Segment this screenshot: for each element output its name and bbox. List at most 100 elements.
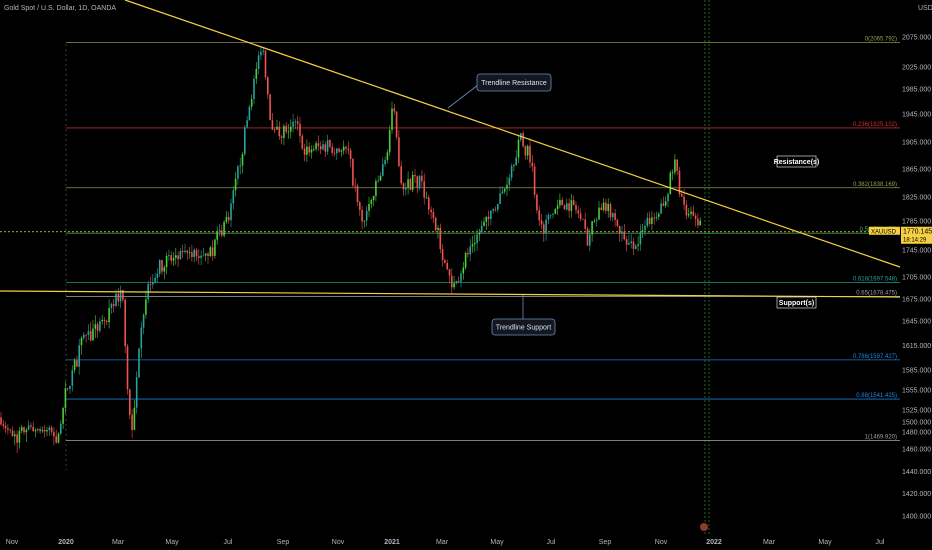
candle-body [411,174,414,190]
candle-body [41,430,44,432]
y-tick-label: 1865.000 [902,167,931,174]
resistance-tag: Resistance(s) [774,155,820,168]
candle-body [683,196,685,205]
candle-body [471,244,474,247]
candle-body [628,243,630,245]
candle-body [579,213,582,219]
candle-body [283,125,285,138]
candle-body [437,227,439,231]
candle-body [9,429,11,431]
candle-body [124,299,126,347]
candle-body [2,424,5,426]
candle-body [172,257,175,261]
fibonacci-retracement: 0(2065.792) 0.236(1925.102) 0.382(1838.169… [0,37,900,441]
x-tick-label: May [165,539,179,546]
candle-body [377,180,379,182]
candle-body [280,136,283,138]
candle-body [267,77,269,95]
candle-body [405,187,407,190]
candle-body [218,230,221,232]
x-tick-label: Jul [224,539,233,546]
candle-body [16,434,18,443]
candle-body [342,146,345,151]
candle-body [469,246,471,255]
y-tick-label: 1400.000 [902,514,931,521]
resistance-tag-text: Resistance(s) [774,159,820,166]
x-tick-label: May [490,539,504,546]
candle-body [568,203,570,211]
candle-body [108,307,110,323]
trendline-support-callout[interactable]: Trendline Support [491,318,556,336]
candle-body [598,207,600,220]
candle-body [503,188,506,192]
candle-body [384,159,386,165]
candle-body [110,304,113,308]
candle-body [694,215,697,219]
candle-body [533,166,536,195]
candle-body [572,200,575,206]
candle-body [177,255,179,260]
x-tick-label: 2021 [384,539,400,546]
candle-body [313,149,315,151]
candle-body [499,193,501,204]
candle-body [515,157,517,166]
y-tick-label: 1905.000 [902,140,931,147]
candle-body [646,217,649,227]
candle-body [400,166,402,184]
candle-body [156,273,159,278]
candle-body [7,428,9,430]
candle-body [129,389,131,415]
y-tick-label: 1825.000 [902,195,931,202]
candle-body [30,425,32,427]
candle-body [664,201,667,206]
candle-body [595,219,598,221]
candle-body [200,255,202,259]
event-badge-icon[interactable] [700,523,708,531]
candle-body [4,425,7,429]
candle-body [395,111,398,138]
candle-body [269,94,271,121]
candle-body [336,148,338,154]
candle-body [648,217,651,224]
candle-body [444,260,446,264]
candle-body [216,231,218,240]
candle-body [184,250,186,253]
candle-body [0,417,2,425]
trendline-resistance-callout-text: Trendline Resistance [481,80,547,87]
candle-body [543,224,545,234]
candle-body [508,177,511,185]
y-tick-label: 1645.000 [902,319,931,326]
candle-body [149,284,152,285]
candle-body [618,226,621,234]
candle-body [602,202,605,211]
candle-body [338,148,340,152]
candle-body [368,203,370,211]
candle-body [501,191,504,194]
candle-body [480,226,483,233]
candle-body [474,242,476,245]
candle-body [73,360,76,371]
candle-body [308,146,310,153]
candle-body [667,194,669,202]
candle-body [260,51,262,56]
candle-body [681,194,683,197]
candle-body [112,304,115,306]
candle-body [425,197,428,199]
candle-body [393,108,396,112]
candle-body [584,219,586,229]
trendline-resistance-callout[interactable]: Trendline Resistance [476,73,552,92]
candle-body [398,137,400,167]
candle-body [356,185,359,203]
candle-body [278,126,281,137]
candle-body [80,338,83,346]
axes: 1400.000 1420.000 1440.000 1460.000 1480.000… [6,5,932,546]
candle-body [135,377,138,408]
y-tick-label: 1675.000 [902,297,931,304]
candle-body [347,148,350,151]
trendline-support-callout-box [491,318,556,336]
candle-body [34,429,37,432]
candle-body [382,164,384,176]
candle-body [563,205,566,210]
candle-body [227,216,230,221]
